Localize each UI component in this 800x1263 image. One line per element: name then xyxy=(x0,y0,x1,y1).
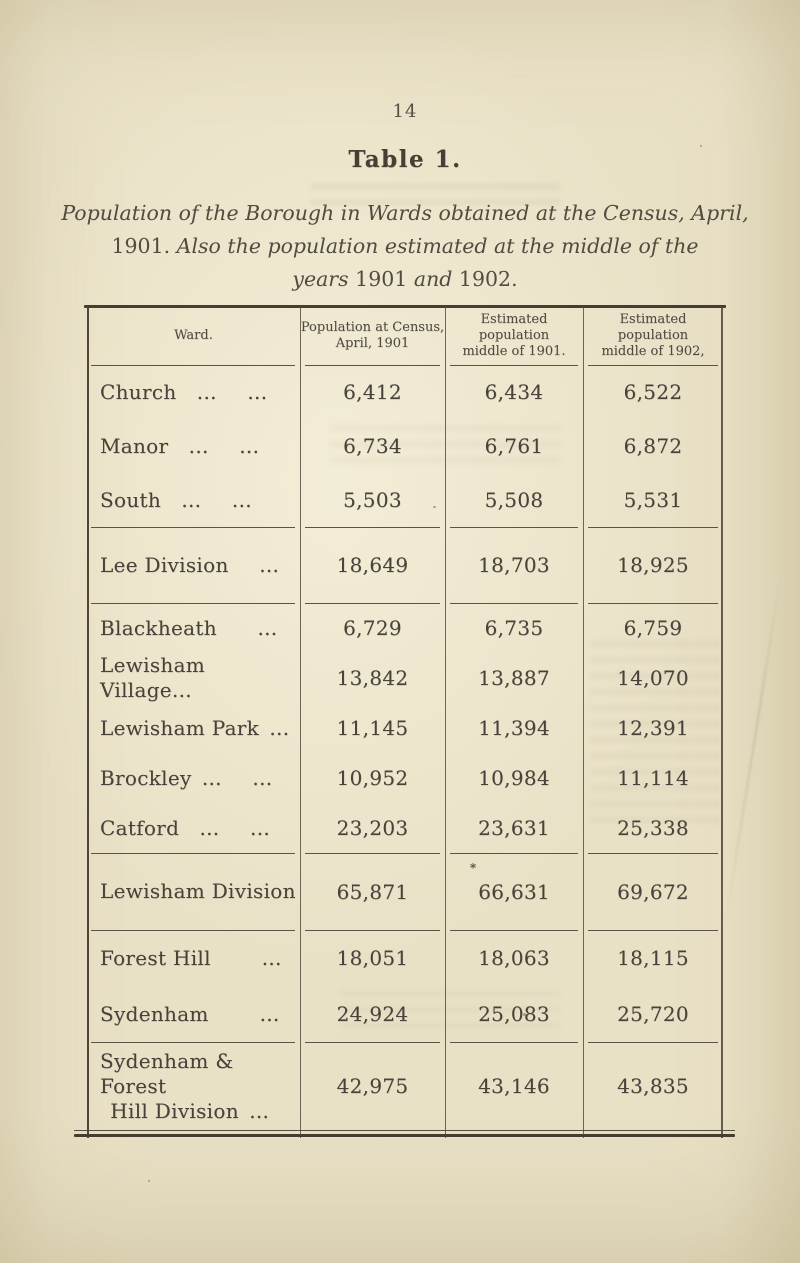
est-1902-value: 14,070 xyxy=(617,666,689,690)
ward-label: Brockley ... ... xyxy=(100,765,273,790)
est-1902-value: 6,759 xyxy=(623,616,683,640)
column-divider xyxy=(583,307,584,1138)
est-1901-value: 43,146 xyxy=(478,1074,550,1098)
caption-line-1: Population of the Borough in Wards obtai… xyxy=(61,201,749,225)
est-1902-value: 11,114 xyxy=(617,766,689,790)
ward-label: Lewisham Division xyxy=(100,879,296,903)
ward-label: Catford ... ... xyxy=(100,815,271,840)
table-bottom-rule xyxy=(74,1130,735,1131)
census-value: 65,871 xyxy=(336,879,409,904)
paper-speck xyxy=(148,1180,150,1182)
est-1902-value: 18,925 xyxy=(617,553,689,577)
header-estimated-1901: Estimated population middle of 1901. xyxy=(462,312,566,359)
table-row-brockley: Brockley ... ... 10,952 10,984 11,114 xyxy=(87,753,723,803)
table-top-rule xyxy=(84,305,726,308)
table-row-catford: Catford ... ... 23,203 23,631 25,338 xyxy=(87,803,723,853)
est-1902-value: 6,522 xyxy=(623,380,683,404)
group-rule xyxy=(87,1042,723,1043)
census-value: 10,952 xyxy=(336,766,409,790)
header-rule xyxy=(87,365,723,366)
table-row-south: South ... ... 5,503 5,508 5,531 xyxy=(87,473,723,527)
ward-label: Manor ... ... xyxy=(100,433,260,458)
table-header-row: Ward. Population at Census, April, 1901 … xyxy=(87,307,723,365)
column-divider xyxy=(300,307,301,1138)
est-1901-value: 18,703 xyxy=(478,553,550,577)
paper-crease xyxy=(723,572,783,928)
census-value: 24,924 xyxy=(336,1002,409,1026)
census-value: 18,051 xyxy=(336,946,409,970)
ward-label: Blackheath ... xyxy=(100,615,278,640)
ward-label: Lee Division ... xyxy=(100,552,280,577)
table-row-lewisham-village: Lewisham Village... 13,842 13,887 14,070 xyxy=(87,653,723,703)
est-1902-value: 25,720 xyxy=(617,1002,689,1026)
page-number: 14 xyxy=(392,101,418,122)
table-row-sydenham: Sydenham ... 24,924 25,083 25,720 xyxy=(87,986,723,1042)
est-1902-value: 6,872 xyxy=(623,434,683,458)
census-value: 23,203 xyxy=(336,816,409,840)
est-1901-value: * 66,631 xyxy=(469,861,551,904)
population-table: Ward. Population at Census, April, 1901 … xyxy=(74,305,735,1141)
table-row-lewisham-park: Lewisham Park ... 11,145 11,394 12,391 xyxy=(87,703,723,753)
est-1901-value: 11,394 xyxy=(478,716,550,740)
group-rule xyxy=(87,603,723,604)
column-divider xyxy=(445,307,446,1138)
est-1902-value: 43,835 xyxy=(617,1074,689,1098)
census-value: 6,734 xyxy=(343,434,402,458)
est-1901-value: 10,984 xyxy=(478,766,550,790)
header-census-1901: Population at Census, April, 1901 xyxy=(300,320,445,351)
census-value: 11,145 xyxy=(336,716,409,740)
est-1902-value: 25,338 xyxy=(617,816,689,840)
table-row-forest-hill: Forest Hill ... 18,051 18,063 18,115 xyxy=(87,930,723,986)
est-1901-value: 6,761 xyxy=(484,434,544,458)
est-1901-value: 18,063 xyxy=(478,946,550,970)
caption-line-3: years 1901 and 1902. xyxy=(292,267,518,291)
census-value: 6,412 xyxy=(343,380,402,404)
ward-label: Lewisham Village... xyxy=(100,653,212,702)
table-row-church: Church ... ... 6,412 6,434 6,522 xyxy=(87,365,723,419)
est-1902-value: 12,391 xyxy=(617,716,689,740)
group-rule xyxy=(87,930,723,931)
est-1902-value: 18,115 xyxy=(617,946,689,970)
caption-line-2: 1901. Also the population estimated at t… xyxy=(111,234,699,258)
footnote-mark: * xyxy=(469,861,477,875)
table-row-sydenham-forest-hill-division: Sydenham & Forest Hill Division ... 42,9… xyxy=(87,1042,723,1130)
est-1901-value: 5,508 xyxy=(484,488,544,512)
census-value: 42,975 xyxy=(336,1074,409,1098)
group-rule xyxy=(87,527,723,528)
est-1902-value: 5,531 xyxy=(623,488,683,512)
census-value: 6,729 xyxy=(343,616,402,640)
table-bottom-rule xyxy=(74,1134,735,1137)
group-rule xyxy=(87,853,723,854)
est-1901-value: 23,631 xyxy=(478,816,550,840)
table-row-manor: Manor ... ... 6,734 6,761 6,872 xyxy=(87,419,723,473)
table-row-lewisham-division: Lewisham Division 65,871 * 66,631 69,672 xyxy=(87,853,723,930)
est-1902-value: 69,672 xyxy=(617,879,689,904)
est-1901-value: 6,434 xyxy=(484,380,544,404)
est-1901-value: 25,083 xyxy=(478,1002,550,1026)
census-value: 18,649 xyxy=(336,553,409,577)
ward-label: South ... ... xyxy=(100,487,252,512)
table-caption: Population of the Borough in Wards obtai… xyxy=(10,197,800,296)
ward-label: Sydenham ... xyxy=(100,1001,280,1026)
census-value: 5,503 xyxy=(343,488,402,512)
table-row-blackheath: Blackheath ... 6,729 6,735 6,759 xyxy=(87,603,723,653)
est-1901-value: 6,735 xyxy=(484,616,544,640)
table-left-rule xyxy=(87,307,89,1138)
ward-label: Lewisham Park ... xyxy=(100,715,290,740)
ward-label: Sydenham & Forest Hill Division ... xyxy=(100,1048,270,1123)
ward-label: Forest Hill ... xyxy=(100,945,282,970)
census-value: 13,842 xyxy=(336,666,409,690)
table-title: Table 1. xyxy=(348,146,462,173)
table-right-rule xyxy=(721,307,723,1138)
table-row-lee-division: Lee Division ... 18,649 18,703 18,925 xyxy=(87,527,723,603)
ward-label: Church ... ... xyxy=(100,379,268,404)
header-ward: Ward. xyxy=(174,328,213,343)
header-estimated-1902: Estimated population middle of 1902, xyxy=(601,312,705,359)
est-1901-value: 13,887 xyxy=(478,666,550,690)
